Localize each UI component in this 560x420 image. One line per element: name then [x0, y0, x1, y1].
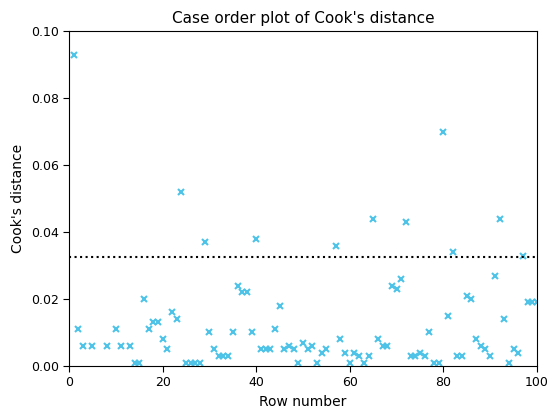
Title: Case order plot of Cook's distance: Case order plot of Cook's distance	[172, 11, 435, 26]
Cook's distance	[131, 360, 138, 365]
Cook's distance	[365, 353, 372, 358]
Y-axis label: Cook's distance: Cook's distance	[11, 144, 25, 253]
Cook's distance	[267, 346, 274, 352]
Reference Line	[66, 254, 72, 259]
Cook's distance	[211, 346, 217, 352]
X-axis label: Row number: Row number	[259, 395, 347, 409]
Cook's distance	[71, 52, 77, 58]
Cook's distance	[431, 360, 437, 365]
Cook's distance	[281, 346, 288, 352]
Reference Line	[71, 254, 77, 259]
Cook's distance	[174, 317, 180, 322]
Line: Cook's distance: Cook's distance	[71, 51, 540, 366]
Cook's distance	[534, 300, 540, 305]
